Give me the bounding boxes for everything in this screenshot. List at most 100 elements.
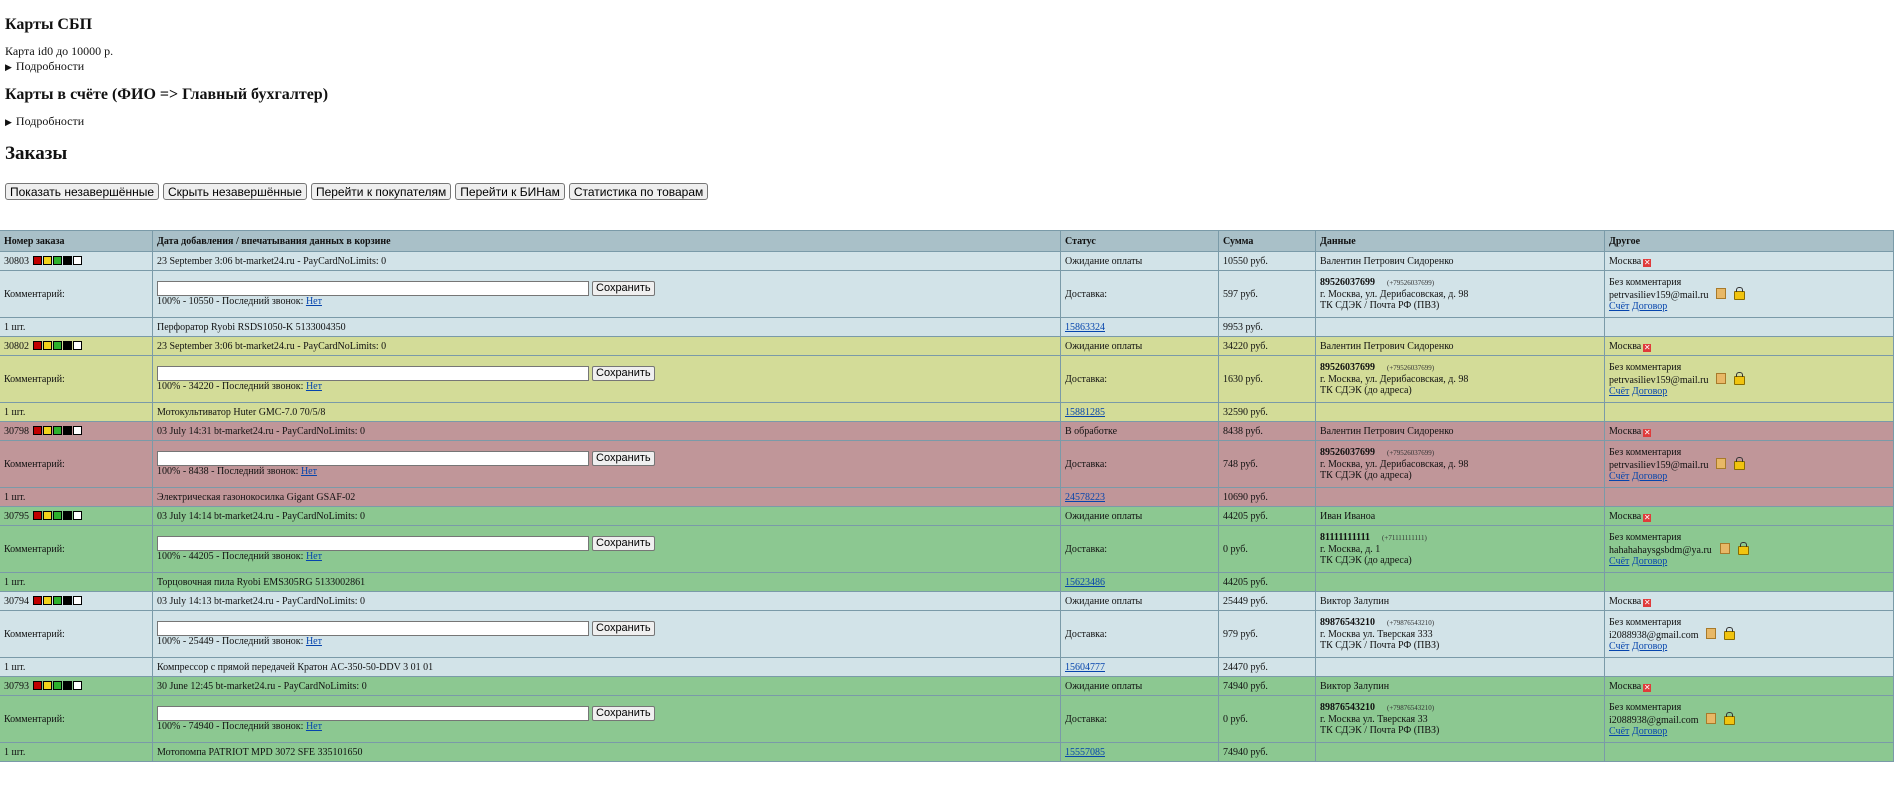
remove-icon[interactable]: ✕ <box>1643 342 1652 352</box>
lock-icon[interactable] <box>1734 371 1746 385</box>
lock-icon[interactable] <box>1724 626 1736 640</box>
contract-link[interactable]: Договор <box>1631 300 1668 312</box>
status-black-square[interactable] <box>62 425 72 435</box>
remove-icon[interactable]: ✕ <box>1643 257 1652 267</box>
document-icon[interactable] <box>1706 712 1717 724</box>
order-number[interactable]: 30798 <box>4 425 29 437</box>
status-yellow-square[interactable] <box>42 680 52 690</box>
status-white-square[interactable] <box>72 340 82 350</box>
status-yellow-square[interactable] <box>42 255 52 265</box>
status-yellow-square[interactable] <box>42 595 52 605</box>
status-green-square[interactable] <box>52 595 62 605</box>
last-call-link[interactable]: Нет <box>305 636 322 647</box>
lock-icon[interactable] <box>1737 541 1749 555</box>
invoice-link[interactable]: Счёт <box>1609 385 1630 397</box>
lock-icon[interactable] <box>1734 286 1746 300</box>
comment-input[interactable] <box>157 366 589 381</box>
last-call-link[interactable]: Нет <box>305 721 322 732</box>
status-green-square[interactable] <box>52 680 62 690</box>
lock-icon[interactable] <box>1734 456 1746 470</box>
status-red-square[interactable] <box>32 595 42 605</box>
contract-link[interactable]: Договор <box>1631 725 1668 737</box>
lock-icon[interactable] <box>1724 711 1736 725</box>
document-icon[interactable] <box>1716 457 1727 469</box>
sbp-details-toggle[interactable]: ▶ Подробности <box>5 59 1889 74</box>
status-yellow-square[interactable] <box>42 340 52 350</box>
status-white-square[interactable] <box>72 595 82 605</box>
go-to-bins-button[interactable]: Перейти к БИНам <box>455 183 565 200</box>
status-green-square[interactable] <box>52 255 62 265</box>
save-comment-button[interactable]: Сохранить <box>592 536 655 551</box>
status-green-square[interactable] <box>52 510 62 520</box>
save-comment-button[interactable]: Сохранить <box>592 621 655 636</box>
contract-link[interactable]: Договор <box>1631 555 1668 567</box>
last-call-link[interactable]: Нет <box>300 466 317 477</box>
contract-link[interactable]: Договор <box>1631 470 1668 482</box>
status-red-square[interactable] <box>32 255 42 265</box>
status-red-square[interactable] <box>32 510 42 520</box>
last-call-link[interactable]: Нет <box>305 551 322 562</box>
status-red-square[interactable] <box>32 340 42 350</box>
remove-icon[interactable]: ✕ <box>1643 512 1652 522</box>
invoice-link[interactable]: Счёт <box>1609 640 1630 652</box>
invoice-link[interactable]: Счёт <box>1609 300 1630 312</box>
contract-link[interactable]: Договор <box>1631 640 1668 652</box>
show-unfinished-button[interactable]: Показать незавершённые <box>5 183 159 200</box>
save-comment-button[interactable]: Сохранить <box>592 281 655 296</box>
status-white-square[interactable] <box>72 425 82 435</box>
comment-input[interactable] <box>157 621 589 636</box>
item-code-link[interactable]: 15604777 <box>1065 661 1105 673</box>
status-red-square[interactable] <box>32 425 42 435</box>
status-black-square[interactable] <box>62 510 72 520</box>
item-code-link[interactable]: 24578223 <box>1065 491 1105 503</box>
go-to-buyers-button[interactable]: Перейти к покупателям <box>310 183 452 200</box>
status-black-square[interactable] <box>62 340 72 350</box>
save-comment-button[interactable]: Сохранить <box>592 366 655 381</box>
status-black-square[interactable] <box>62 680 72 690</box>
status-green-square[interactable] <box>52 425 62 435</box>
order-number[interactable]: 30803 <box>4 255 29 267</box>
status-yellow-square[interactable] <box>42 425 52 435</box>
order-number[interactable]: 30793 <box>4 680 29 692</box>
document-icon[interactable] <box>1706 627 1717 639</box>
item-code-link[interactable]: 15623486 <box>1065 576 1105 588</box>
hide-unfinished-button[interactable]: Скрыть незавершённые <box>163 183 307 200</box>
order-number[interactable]: 30795 <box>4 510 29 522</box>
comment-input[interactable] <box>157 536 589 551</box>
status-white-square[interactable] <box>72 680 82 690</box>
invoice-link[interactable]: Счёт <box>1609 555 1630 567</box>
save-comment-button[interactable]: Сохранить <box>592 451 655 466</box>
status-black-square[interactable] <box>62 255 72 265</box>
status-green-square[interactable] <box>52 340 62 350</box>
comment-input[interactable] <box>157 451 589 466</box>
save-comment-button[interactable]: Сохранить <box>592 706 655 721</box>
remove-icon[interactable]: ✕ <box>1643 427 1652 437</box>
product-stats-button[interactable]: Статистика по товарам <box>568 183 709 200</box>
status-red-square[interactable] <box>32 680 42 690</box>
status-white-square[interactable] <box>72 255 82 265</box>
last-call-link[interactable]: Нет <box>305 296 322 307</box>
order-number[interactable]: 30802 <box>4 340 29 352</box>
item-code-link[interactable]: 15557085 <box>1065 746 1105 758</box>
remove-icon[interactable]: ✕ <box>1643 682 1652 692</box>
document-icon[interactable] <box>1719 542 1730 554</box>
comment-cell: Сохранить 100% - 34220 - Последний звоно… <box>152 355 1061 403</box>
document-icon[interactable] <box>1716 287 1727 299</box>
contract-link[interactable]: Договор <box>1631 385 1668 397</box>
comment-input[interactable] <box>157 706 589 721</box>
status-white-square[interactable] <box>72 510 82 520</box>
status-black-square[interactable] <box>62 595 72 605</box>
item-code-link[interactable]: 15863324 <box>1065 321 1105 333</box>
invoice-link[interactable]: Счёт <box>1609 470 1630 482</box>
order-number[interactable]: 30794 <box>4 595 29 607</box>
comment-input[interactable] <box>157 281 589 296</box>
invoice-link[interactable]: Счёт <box>1609 725 1630 737</box>
item-code-link[interactable]: 15881285 <box>1065 406 1105 418</box>
comment-cell: Сохранить 100% - 8438 - Последний звонок… <box>152 440 1061 488</box>
remove-icon[interactable]: ✕ <box>1643 597 1652 607</box>
document-icon[interactable] <box>1716 372 1727 384</box>
account-details-toggle[interactable]: ▶ Подробности <box>5 114 1889 129</box>
status-yellow-square[interactable] <box>42 510 52 520</box>
last-call-link[interactable]: Нет <box>305 381 322 392</box>
column-header-status: Статус <box>1060 230 1219 252</box>
